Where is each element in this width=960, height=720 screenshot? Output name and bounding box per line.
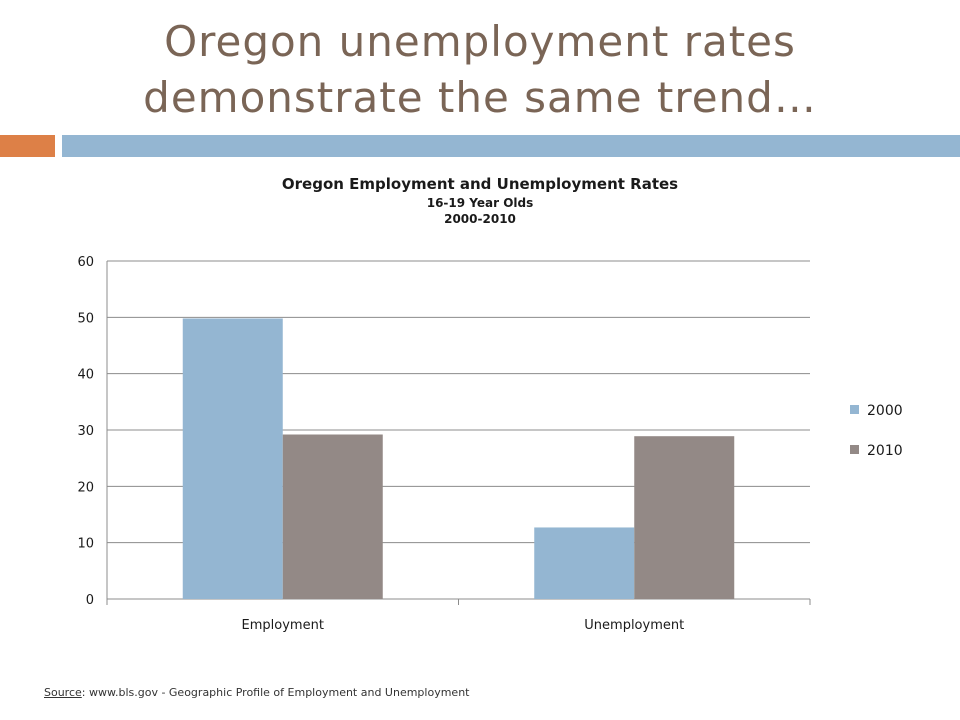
- y-tick-label: 40: [77, 368, 94, 383]
- legend-label: 2010: [867, 443, 903, 459]
- legend-swatch: [850, 405, 859, 414]
- y-tick-label: 10: [77, 537, 94, 552]
- y-tick-label: 60: [77, 255, 94, 270]
- slide-title-line-2: demonstrate the same trend…: [143, 73, 817, 122]
- slide-title-line-1: Oregon unemployment rates: [164, 17, 796, 66]
- source-label: Source: [44, 686, 82, 699]
- chart-subtitle-1: 16-19 Year Olds: [426, 196, 534, 210]
- chart-subtitle-2: 2000-2010: [444, 212, 516, 226]
- slide-title: Oregon unemployment rates demonstrate th…: [60, 14, 900, 126]
- y-tick-label: 20: [77, 480, 94, 495]
- title-rule: [62, 135, 960, 157]
- bar: [634, 436, 735, 599]
- y-tick-label: 50: [77, 311, 94, 326]
- chart-title-block: Oregon Employment and Unemployment Rates…: [0, 173, 960, 227]
- x-tick-label: Unemployment: [584, 618, 684, 633]
- bar: [182, 318, 283, 599]
- legend-swatch: [850, 445, 859, 454]
- bar: [282, 434, 383, 599]
- bar: [534, 527, 635, 599]
- source-text: : www.bls.gov - Geographic Profile of Em…: [81, 686, 470, 699]
- chart-title: Oregon Employment and Unemployment Rates: [281, 175, 679, 193]
- source-note: Source: www.bls.gov - Geographic Profile…: [44, 686, 469, 699]
- legend-label: 2000: [867, 403, 903, 419]
- x-tick-label: Employment: [242, 618, 324, 633]
- y-tick-label: 0: [86, 593, 94, 608]
- y-tick-label: 30: [77, 424, 94, 439]
- accent-rule: [0, 135, 55, 157]
